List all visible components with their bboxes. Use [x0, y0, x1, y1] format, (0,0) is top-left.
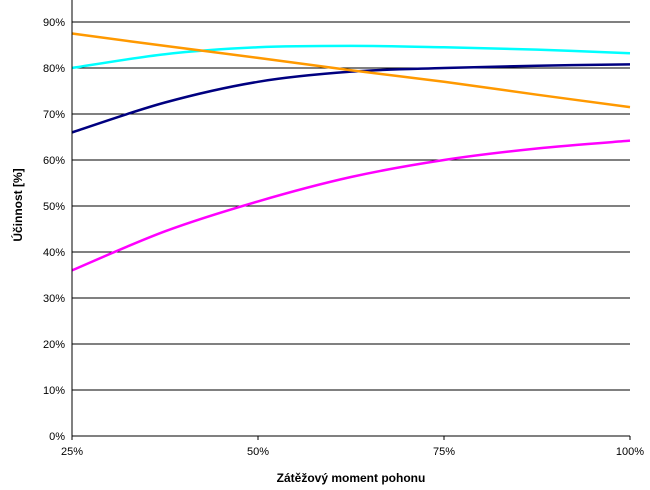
- x-axis-tick-labels: 25% 50% 75% 100%: [61, 436, 644, 458]
- y-tick-label: 10%: [43, 385, 65, 397]
- y-tick-label: 60%: [43, 155, 65, 167]
- y-tick-label: 0%: [49, 431, 65, 443]
- series-line-2: [71, 63, 631, 134]
- x-tick-label: 50%: [247, 446, 269, 458]
- y-tick-label: 50%: [43, 201, 65, 213]
- series-line-3: [71, 32, 631, 109]
- y-tick-label: 80%: [43, 63, 65, 75]
- y-tick-label: 40%: [43, 247, 65, 259]
- y-axis-tick-labels: 0% 10% 20% 30% 40% 50% 60% 70% 80% 90%: [43, 17, 65, 443]
- y-tick-label: 70%: [43, 109, 65, 121]
- y-tick-label: 20%: [43, 339, 65, 351]
- x-tick-label: 25%: [61, 446, 83, 458]
- series-line-4: [71, 139, 631, 272]
- data-series: [71, 32, 631, 272]
- y-tick-label: 90%: [43, 17, 65, 29]
- x-axis-title: Zátěžový moment pohonu: [277, 471, 426, 485]
- gridlines: [72, 21, 630, 391]
- y-axis-title: Účinnost [%]: [10, 168, 25, 241]
- x-tick-label: 75%: [433, 446, 455, 458]
- y-tick-label: 30%: [43, 293, 65, 305]
- series-line-1: [71, 44, 631, 70]
- x-tick-label: 100%: [616, 446, 644, 458]
